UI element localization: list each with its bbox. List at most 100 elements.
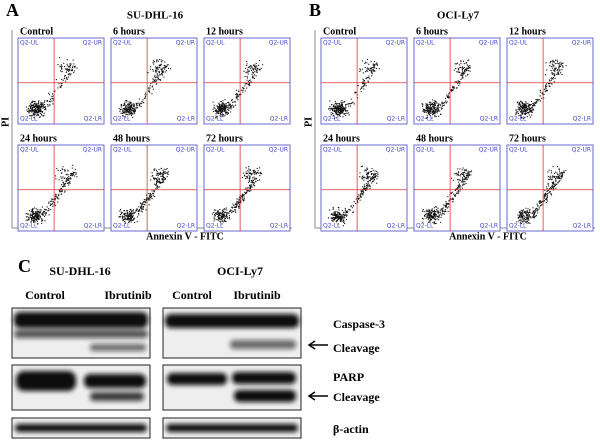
dot xyxy=(552,177,553,178)
dot xyxy=(225,107,226,108)
dot xyxy=(552,74,553,75)
quadrant-label: Q2-LR xyxy=(573,116,591,123)
dot xyxy=(231,210,232,211)
dot xyxy=(519,105,520,106)
quadrant-label: Q2-UR xyxy=(479,40,498,47)
dot xyxy=(250,187,251,188)
dot xyxy=(166,168,167,169)
dot xyxy=(251,70,252,71)
dot xyxy=(167,65,168,66)
dot xyxy=(374,70,375,71)
dot xyxy=(461,173,462,174)
dot xyxy=(253,72,254,73)
dot xyxy=(339,106,340,107)
dot xyxy=(555,178,556,179)
dot xyxy=(120,209,121,210)
dot xyxy=(528,218,529,219)
dot xyxy=(44,220,45,221)
dot xyxy=(32,105,33,106)
dot xyxy=(553,78,554,79)
dot xyxy=(517,101,518,102)
dot xyxy=(223,103,224,104)
dot xyxy=(42,102,43,103)
dot xyxy=(446,95,447,96)
dot xyxy=(441,107,442,108)
dot xyxy=(376,183,377,184)
dot xyxy=(222,217,223,218)
dot xyxy=(31,110,32,111)
dot xyxy=(553,73,554,74)
dot xyxy=(155,72,156,73)
dot xyxy=(163,67,164,68)
plot-title: 12 hours xyxy=(509,26,546,37)
dot xyxy=(46,209,47,210)
dot xyxy=(435,112,436,113)
dot xyxy=(343,225,344,226)
dot xyxy=(61,173,62,174)
dot xyxy=(124,216,125,217)
dot xyxy=(442,211,443,212)
dot xyxy=(41,218,42,219)
dot xyxy=(361,91,362,92)
dot xyxy=(234,209,235,210)
dot xyxy=(338,219,339,220)
dot xyxy=(32,108,33,109)
dot xyxy=(454,195,455,196)
dot xyxy=(237,94,238,95)
dot xyxy=(39,111,40,112)
dot xyxy=(517,214,518,215)
dot xyxy=(519,109,520,110)
dot xyxy=(243,88,244,89)
dot xyxy=(217,107,218,108)
dot xyxy=(519,219,520,220)
quadrant-label: Q2-LR xyxy=(573,223,591,230)
dot xyxy=(256,65,257,66)
dot xyxy=(69,181,70,182)
dot xyxy=(143,207,144,208)
dot xyxy=(252,77,253,78)
plot-title: 48 hours xyxy=(416,133,453,144)
dot xyxy=(437,211,438,212)
dot xyxy=(525,112,526,113)
dot xyxy=(163,171,164,172)
dot xyxy=(56,196,57,197)
dot xyxy=(244,175,245,176)
dot xyxy=(74,67,75,68)
dot xyxy=(154,196,155,197)
dot xyxy=(40,211,41,212)
dot xyxy=(70,173,71,174)
dot xyxy=(138,103,139,104)
dot xyxy=(150,179,151,180)
scatter-plot: Q2-ULQ2-URQ2-LLQ2-LR xyxy=(507,38,593,124)
dot xyxy=(436,223,437,224)
dot xyxy=(558,181,559,182)
dot xyxy=(223,111,224,112)
dot xyxy=(243,173,244,174)
dot xyxy=(45,209,46,210)
plot-frame xyxy=(111,145,197,231)
dot xyxy=(428,111,429,112)
dot xyxy=(332,218,333,219)
dot xyxy=(33,211,34,212)
dot xyxy=(252,177,253,178)
dot xyxy=(165,66,166,67)
dot xyxy=(129,213,130,214)
dot xyxy=(349,114,350,115)
dot xyxy=(562,74,563,75)
dot xyxy=(344,101,345,102)
dot xyxy=(124,102,125,103)
dot xyxy=(466,169,467,170)
dot xyxy=(465,177,466,178)
dot xyxy=(244,198,245,199)
dot xyxy=(539,95,540,96)
dot xyxy=(141,209,142,210)
dot xyxy=(377,176,378,177)
dot xyxy=(526,103,527,104)
dot xyxy=(136,105,137,106)
plot-title: 72 hours xyxy=(509,133,546,144)
dot xyxy=(249,180,250,181)
dot xyxy=(350,105,351,106)
dot xyxy=(462,169,463,170)
dot xyxy=(455,81,456,82)
dot xyxy=(562,63,563,64)
